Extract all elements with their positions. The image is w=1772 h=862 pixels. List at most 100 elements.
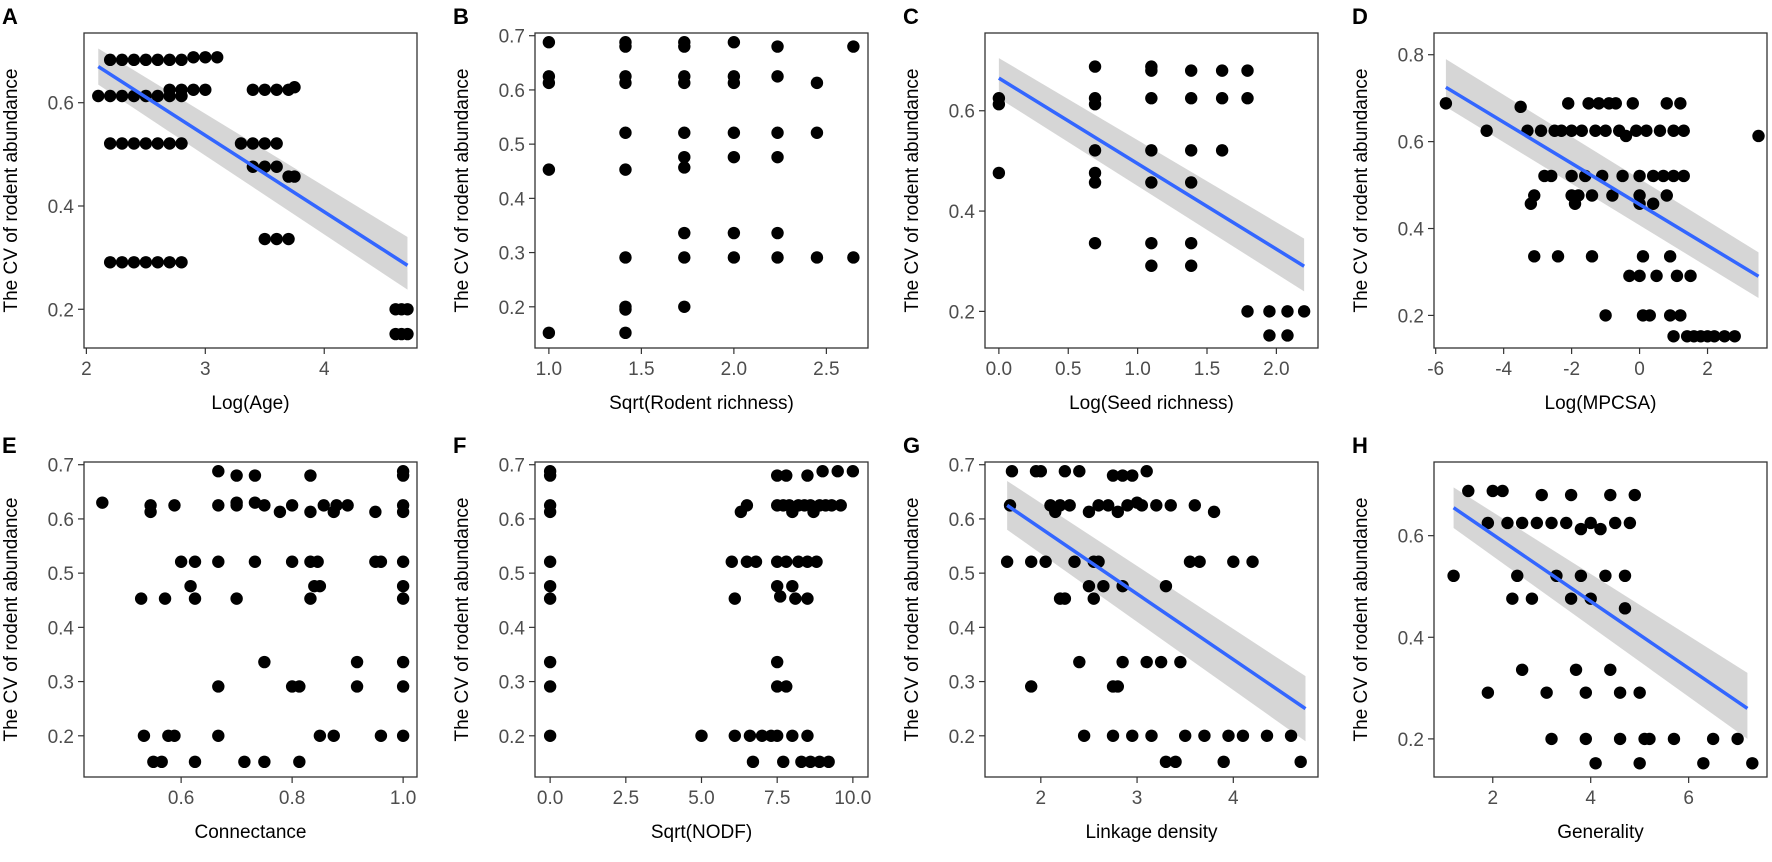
- data-point: [1626, 97, 1639, 110]
- data-point: [151, 256, 164, 269]
- data-point: [1731, 732, 1744, 746]
- y-tick-label: 0.3: [499, 244, 525, 265]
- data-point: [1667, 732, 1681, 746]
- data-point: [285, 499, 299, 512]
- y-tick-label: 0.6: [499, 510, 525, 531]
- data-point: [728, 592, 741, 605]
- y-tick-label: 0.2: [499, 298, 525, 319]
- data-point: [1501, 516, 1514, 530]
- data-point: [1000, 555, 1014, 568]
- data-point: [1565, 124, 1578, 137]
- data-point: [1646, 197, 1660, 210]
- data-point: [1145, 236, 1158, 250]
- data-point: [396, 729, 410, 742]
- data-point: [786, 579, 799, 593]
- data-point: [1589, 757, 1602, 770]
- data-point: [396, 555, 410, 568]
- data-point: [1525, 592, 1539, 605]
- data-point: [313, 729, 327, 742]
- data-point: [1643, 309, 1656, 322]
- data-point: [1728, 330, 1741, 343]
- data-point: [175, 137, 188, 150]
- data-point: [1594, 522, 1607, 536]
- data-point: [258, 499, 271, 512]
- data-point: [1034, 465, 1048, 478]
- panel-letter: C: [903, 4, 919, 29]
- data-point: [822, 755, 835, 769]
- data-point: [1159, 579, 1173, 593]
- data-point: [175, 256, 188, 269]
- data-point: [1260, 729, 1274, 742]
- data-point: [770, 579, 784, 593]
- data-point: [1677, 124, 1690, 137]
- data-point: [313, 579, 327, 593]
- data-point: [1628, 488, 1641, 502]
- data-point: [163, 53, 176, 67]
- x-tick-label: 2: [1702, 359, 1713, 380]
- x-tick-label: 0.8: [279, 788, 305, 809]
- data-point: [1660, 97, 1673, 110]
- data-point: [1077, 729, 1091, 742]
- data-point: [396, 505, 410, 519]
- data-point: [327, 729, 340, 742]
- data-point: [1574, 569, 1588, 583]
- data-point: [1150, 499, 1163, 512]
- x-tick-label: 4: [1228, 788, 1239, 809]
- x-axis-title: Generality: [1557, 822, 1644, 843]
- y-axis-title: The CV of rodent abundance: [902, 497, 923, 741]
- data-point: [780, 469, 793, 482]
- data-point: [992, 98, 1006, 111]
- data-point: [1024, 680, 1038, 693]
- data-point: [755, 729, 769, 742]
- data-point: [230, 499, 243, 512]
- x-tick-label: 7.5: [764, 788, 790, 809]
- data-point: [1506, 592, 1519, 605]
- data-point: [1145, 144, 1158, 157]
- regression-line: [1006, 503, 1307, 711]
- data-point: [1653, 124, 1667, 137]
- data-point: [1106, 729, 1120, 742]
- data-point: [188, 555, 202, 568]
- data-point: [1284, 729, 1298, 742]
- data-point: [678, 226, 691, 240]
- data-point: [774, 590, 787, 603]
- data-point: [1670, 269, 1684, 283]
- y-tick-label: 0.4: [48, 618, 75, 639]
- data-point: [1574, 522, 1588, 536]
- x-tick-label: -4: [1495, 359, 1512, 380]
- data-point: [212, 555, 225, 568]
- data-point: [1646, 169, 1660, 183]
- data-point: [1667, 330, 1680, 343]
- data-point: [1480, 124, 1493, 137]
- data-point: [1111, 680, 1125, 693]
- data-point: [1633, 269, 1646, 283]
- data-point: [1140, 465, 1153, 478]
- data-point: [1241, 305, 1254, 318]
- y-tick-label: 0.6: [48, 94, 74, 115]
- data-point: [103, 256, 117, 269]
- data-point: [1697, 757, 1710, 770]
- x-axis-title: Linkage density: [1085, 822, 1218, 843]
- plot-frame: [1433, 32, 1768, 349]
- x-tick-label: 6: [1683, 788, 1694, 809]
- data-point: [341, 499, 354, 512]
- x-tick-label: 4: [319, 359, 330, 380]
- y-tick-label: 0.6: [949, 510, 975, 531]
- panel-letter: D: [1352, 4, 1368, 29]
- plot-frame: [1433, 461, 1768, 778]
- x-tick-label: -2: [1563, 359, 1580, 380]
- data-point: [804, 755, 817, 769]
- data-point: [1636, 250, 1650, 263]
- data-point: [1560, 516, 1573, 530]
- data-point: [770, 655, 784, 669]
- data-point: [1154, 655, 1168, 669]
- data-point: [1073, 655, 1086, 669]
- x-tick-label: 4: [1585, 788, 1596, 809]
- data-point: [184, 579, 197, 593]
- data-point: [619, 303, 632, 316]
- y-tick-label: 0.6: [48, 510, 74, 531]
- data-point: [740, 555, 754, 568]
- data-point: [1088, 176, 1102, 189]
- data-point: [293, 755, 306, 769]
- y-tick-label: 0.7: [48, 456, 74, 477]
